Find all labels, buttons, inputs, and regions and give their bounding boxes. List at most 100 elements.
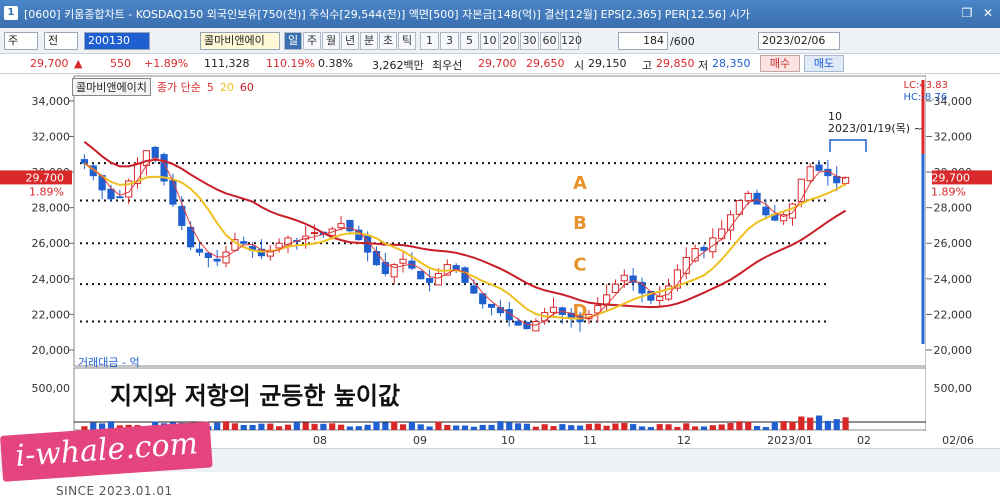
candle-body [178, 205, 186, 226]
candle-body [116, 196, 124, 199]
volume-bar [364, 424, 371, 430]
period-button-5[interactable]: 초 [379, 32, 397, 50]
price-axis-left-label: 20,000 [32, 344, 71, 357]
x-axis-label: 12 [677, 434, 691, 447]
volume-bar [426, 426, 433, 430]
bar-count-input[interactable]: 184 [618, 32, 668, 50]
x-axis-label: 02 [857, 434, 871, 447]
candle-body [390, 264, 398, 278]
volume-bar [214, 422, 221, 430]
legend-ma20: 20 [219, 80, 234, 94]
volume-bar [222, 421, 230, 430]
candle-body [638, 281, 646, 294]
volume-bar [506, 422, 513, 430]
interval-button-1[interactable]: 1 [420, 32, 439, 50]
buy-button[interactable]: 매수 [760, 55, 800, 72]
volume-bar [665, 424, 672, 430]
volume-ratio: 110.19% [266, 57, 315, 70]
annotation-date: 2023/01/19(목) ~ [828, 122, 923, 135]
candle-body [284, 237, 292, 246]
interval-button-30[interactable]: 30 [520, 32, 539, 50]
ma60-line [83, 141, 847, 309]
volume-bar [399, 424, 407, 430]
volume-bar [594, 423, 601, 430]
period-button-4[interactable]: 분 [360, 32, 378, 50]
level-label-A: A [573, 173, 587, 194]
price-change: 550 [110, 57, 131, 70]
volume-bar [382, 422, 389, 430]
period-button-2[interactable]: 월 [322, 32, 340, 50]
volume-bar [541, 424, 548, 430]
x-axis-label: 10 [501, 434, 515, 447]
sell-button[interactable]: 매도 [804, 55, 844, 72]
candle-body [611, 283, 620, 293]
date-input[interactable]: 2023/02/06 [758, 32, 840, 50]
volume-bar [727, 422, 734, 430]
type-select[interactable]: 주 [4, 32, 38, 50]
price-axis-left-label: 28,000 [32, 202, 71, 215]
period-button-1[interactable]: 주 [303, 32, 321, 50]
period-button-3[interactable]: 년 [341, 32, 359, 50]
candle-body [691, 248, 699, 262]
candle-body [125, 180, 133, 198]
level-label-D: D [573, 301, 588, 322]
interval-button-3[interactable]: 3 [440, 32, 459, 50]
volume-bar [780, 421, 787, 430]
candle-body [514, 320, 522, 326]
candle-body [664, 285, 673, 300]
interval-button-60[interactable]: 60 [540, 32, 559, 50]
close-icon[interactable]: ✕ [982, 6, 994, 20]
candle-body [80, 159, 89, 164]
interval-button-120[interactable]: 120 [560, 32, 582, 50]
candle-body [426, 278, 434, 283]
candle-body [346, 219, 354, 232]
volume-axis-left: 500,00 [32, 382, 71, 395]
x-axis-label: 11 [583, 434, 597, 447]
low-label: 저 [698, 59, 709, 72]
volume-bar [674, 426, 681, 430]
current-pct-left: 1.89% [29, 185, 64, 198]
interval-button-20[interactable]: 20 [500, 32, 519, 50]
volume-bar [240, 424, 247, 430]
volume-bar [700, 426, 708, 430]
stock-name[interactable]: 콜마비앤에이 [200, 32, 280, 50]
price-axis-right-label: 22,000 [934, 308, 973, 321]
legend-ma60: 60 [239, 80, 254, 94]
candle-body [841, 176, 850, 184]
current-price-tag-text: 29,700 [26, 171, 65, 184]
since-label: SINCE 2023.01.01 [56, 484, 173, 498]
market-select[interactable]: 전 [44, 32, 78, 50]
ma5-line [84, 156, 846, 326]
high-price: 29,850 [656, 57, 695, 70]
volume-bar [630, 424, 637, 430]
volume-bar [683, 423, 690, 430]
volume-bar [90, 422, 97, 430]
current-pct-right: 1.89% [931, 185, 966, 198]
interval-button-5[interactable]: 5 [460, 32, 479, 50]
volume-bar [488, 424, 495, 430]
interval-button-10[interactable]: 10 [480, 32, 499, 50]
quote-bar: 29,700 ▲ 550 +1.89% 111,328 110.19% 0.38… [0, 54, 1000, 74]
volume-bar [771, 421, 778, 430]
x-axis-label: 2023/01 [767, 434, 813, 447]
candle-body [780, 214, 788, 222]
legend-ma5: 5 [206, 80, 214, 94]
volume-bar [373, 421, 380, 430]
price-chart[interactable]: 34,00034,00032,00032,00030,00030,00028,0… [0, 74, 1000, 448]
period-button-6[interactable]: 틱 [398, 32, 416, 50]
candle-body [523, 321, 531, 330]
volume-bar [692, 426, 699, 430]
candle-body [213, 258, 221, 262]
volume-bar [479, 424, 486, 430]
candle-body [656, 296, 664, 301]
volume-bar [647, 426, 654, 430]
stock-code-input[interactable]: 200130 [84, 32, 150, 50]
volume-bar [408, 421, 415, 430]
chart-legend: 콜마비앤에이치 종가 단순 5 20 60 [72, 78, 254, 96]
candle-body [275, 242, 283, 249]
restore-icon[interactable]: ❐ [961, 6, 973, 20]
candle-body [417, 270, 425, 280]
volume-bar [568, 425, 575, 430]
volume-bar [470, 426, 477, 430]
period-button-0[interactable]: 일 [284, 32, 302, 50]
